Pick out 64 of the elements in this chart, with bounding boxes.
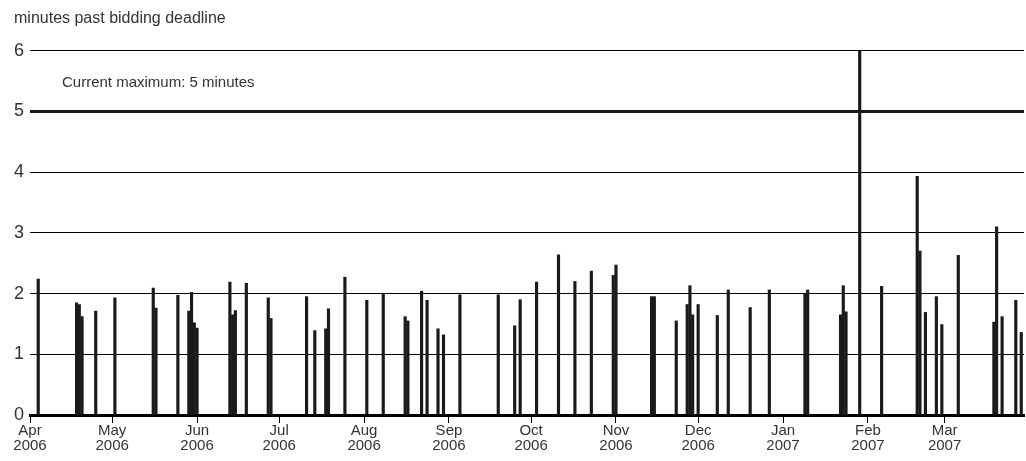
x-tick-label: Jun 2006	[180, 420, 214, 453]
bar	[343, 276, 347, 415]
x-tick-label: Nov 2006	[599, 420, 633, 453]
bar	[806, 289, 810, 415]
bar	[441, 334, 446, 415]
bar	[589, 270, 593, 415]
bar	[573, 281, 577, 415]
y-tick-label: 5	[14, 100, 25, 121]
bar	[956, 255, 960, 415]
x-tick-label: May 2006	[95, 420, 129, 453]
bar	[326, 308, 331, 415]
bar	[365, 299, 369, 415]
bar	[406, 320, 410, 415]
bar	[940, 324, 944, 415]
bar	[458, 294, 462, 415]
bar	[189, 292, 194, 415]
bar	[425, 299, 429, 415]
bar	[880, 285, 884, 415]
bar	[535, 281, 539, 415]
bar	[228, 281, 232, 415]
y-tick-label: 2	[14, 282, 25, 303]
bar	[518, 299, 522, 415]
bar	[614, 264, 618, 415]
bar	[748, 307, 752, 415]
bar	[496, 294, 500, 415]
bar	[696, 304, 700, 415]
bar	[715, 315, 719, 415]
x-tick-label: Jul 2006	[262, 420, 296, 453]
bar	[995, 226, 999, 415]
bar	[436, 328, 440, 415]
bar	[674, 320, 678, 415]
x-tick-label: Feb 2007	[851, 420, 885, 453]
bar	[36, 278, 40, 415]
ref-line-label: Current maximum: 5 minutes	[62, 72, 255, 90]
bar	[113, 297, 117, 415]
bar	[726, 289, 730, 415]
x-tick-label: Jan 2007	[766, 420, 800, 453]
y-tick-label: 3	[14, 221, 25, 242]
bar	[305, 296, 309, 415]
bar	[176, 295, 180, 415]
bar	[556, 254, 561, 415]
bar	[767, 289, 771, 415]
bar	[513, 325, 517, 415]
x-tick-label: Sep 2006	[432, 420, 466, 453]
bar	[1019, 332, 1023, 415]
bar	[803, 293, 807, 415]
x-tick-label: Aug 2006	[347, 420, 381, 453]
bar	[1000, 316, 1004, 415]
x-tick-label: Dec 2006	[681, 420, 715, 453]
bar	[233, 310, 237, 415]
y-tick-label: 4	[14, 161, 25, 182]
x-tick-label: Mar 2007	[927, 420, 962, 453]
bar	[1014, 299, 1018, 415]
bar	[313, 330, 317, 415]
bar	[934, 296, 938, 415]
y-tick-label: 6	[14, 39, 25, 60]
x-tick-label: Oct 2006	[514, 420, 548, 453]
bar	[94, 310, 98, 415]
bar	[923, 312, 927, 415]
bar	[244, 282, 248, 415]
bar	[420, 290, 424, 415]
bar	[381, 293, 385, 415]
y-tick-label: 1	[14, 343, 25, 364]
y-axis-title: minutes past bidding deadline	[13, 8, 227, 28]
